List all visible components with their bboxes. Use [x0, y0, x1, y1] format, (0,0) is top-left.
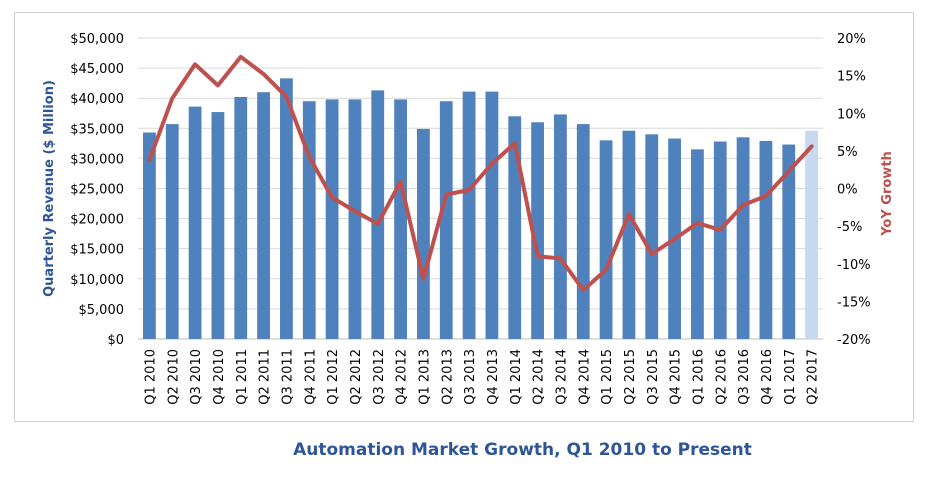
y2-tick-label: 15%: [837, 70, 866, 85]
y-tick-label: $45,000: [70, 62, 124, 77]
revenue-bar: [302, 101, 316, 340]
x-tick-label: Q2 2012: [349, 349, 364, 405]
y2-tick-label: -5%: [837, 220, 862, 235]
revenue-bar: [485, 91, 499, 339]
x-tick-label: Q1 2010: [143, 349, 158, 405]
revenue-bar: [531, 122, 544, 339]
x-tick-label: Q2 2011: [258, 349, 273, 405]
x-tick-label: Q1 2011: [235, 349, 250, 405]
y-tick-label: $40,000: [70, 92, 124, 107]
revenue-bars: [143, 78, 818, 340]
y2-tick-label: 10%: [837, 107, 866, 122]
x-tick-label: Q3 2014: [554, 349, 569, 405]
x-tick-label: Q2 2017: [806, 349, 821, 405]
chart-caption: Automation Market Growth, Q1 2010 to Pre…: [293, 440, 752, 460]
x-tick-label: Q1 2016: [691, 349, 706, 405]
revenue-bar: [257, 92, 270, 340]
revenue-bar: [417, 128, 430, 339]
y2-tick-label: -20%: [837, 333, 871, 348]
y-tick-label: $5,000: [79, 303, 125, 318]
y2-tick-label: -10%: [837, 258, 871, 273]
combo-chart: $0 $5,000 $10,000 $15,000 $20,000 $25,000 $30,…: [42, 32, 895, 405]
gridlines: [138, 37, 823, 340]
y-tick-label: $10,000: [70, 273, 124, 288]
x-tick-label: Q3 2015: [646, 349, 661, 405]
revenue-bar: [736, 137, 750, 339]
x-tick-label: Q1 2014: [509, 349, 524, 405]
left-axis: $0 $5,000 $10,000 $15,000 $20,000 $25,000 $30,…: [70, 32, 124, 348]
y2-axis-title: YoY Growth: [880, 151, 895, 237]
y-tick-label: $25,000: [70, 183, 124, 198]
y-tick-label: $15,000: [70, 243, 124, 258]
y2-tick-label: 20%: [837, 32, 866, 47]
revenue-bar: [576, 124, 590, 339]
x-tick-label: Q2 2013: [440, 349, 455, 405]
x-tick-label: Q3 2013: [463, 349, 478, 405]
x-axis: Q1 2010 Q2 2010 Q3 2010 Q4 2010 Q1 2011 Q2 20…: [143, 349, 820, 405]
revenue-bar: [211, 112, 225, 340]
chart-frame: $0 $5,000 $10,000 $15,000 $20,000 $25,000 $30,…: [14, 12, 914, 422]
revenue-bar: [554, 114, 567, 339]
x-tick-label: Q4 2011: [303, 349, 318, 405]
y-tick-label: $50,000: [70, 32, 124, 47]
revenue-bar: [325, 99, 339, 340]
x-tick-label: Q3 2016: [737, 349, 752, 405]
revenue-bar: [759, 140, 773, 339]
x-tick-label: Q4 2012: [395, 349, 410, 405]
x-tick-label: Q2 2016: [714, 349, 729, 405]
y-tick-label: $0: [107, 333, 124, 348]
y-tick-label: $30,000: [70, 152, 124, 167]
revenue-bar: [508, 116, 522, 339]
revenue-bar: [371, 90, 385, 340]
revenue-bar: [188, 106, 202, 340]
x-tick-label: Q4 2016: [760, 349, 775, 405]
x-tick-label: Q1 2017: [783, 349, 798, 405]
y2-tick-label: 5%: [837, 145, 858, 160]
x-tick-label: Q4 2010: [212, 349, 227, 405]
revenue-bar: [165, 124, 179, 339]
x-tick-label: Q3 2012: [372, 349, 387, 405]
y-axis-title: Quarterly Revenue ($ Million): [42, 80, 57, 297]
revenue-bar: [645, 134, 659, 339]
x-tick-label: Q1 2012: [326, 349, 341, 405]
revenue-bar: [691, 149, 704, 339]
revenue-bar: [713, 141, 727, 339]
y-tick-label: $35,000: [70, 122, 124, 137]
y2-tick-label: 0%: [837, 183, 858, 198]
revenue-bar: [462, 91, 476, 339]
revenue-bar: [234, 96, 248, 339]
revenue-bar: [622, 130, 636, 339]
revenue-bar: [805, 130, 818, 339]
x-tick-label: Q4 2014: [577, 349, 592, 405]
revenue-bar: [394, 99, 407, 340]
y-tick-label: $20,000: [70, 213, 124, 228]
revenue-bar: [599, 140, 613, 339]
growth-series-line: [147, 54, 814, 293]
y2-tick-label: -15%: [837, 295, 871, 310]
revenue-bar: [439, 101, 453, 340]
revenue-bar: [348, 99, 362, 340]
revenue-bar: [280, 78, 293, 340]
x-tick-label: Q1 2013: [417, 349, 432, 405]
x-tick-label: Q4 2015: [669, 349, 684, 405]
x-tick-label: Q3 2010: [189, 349, 204, 405]
x-tick-label: Q2 2010: [166, 349, 181, 405]
right-axis: -20% -15% -10% -5% 0% 5% 10% 15% 20%: [837, 32, 871, 348]
x-tick-label: Q3 2011: [280, 349, 295, 405]
x-tick-label: Q1 2015: [600, 349, 615, 405]
x-tick-label: Q4 2013: [486, 349, 501, 405]
growth-line: [147, 54, 814, 293]
revenue-bar: [143, 132, 156, 339]
x-tick-label: Q2 2014: [532, 349, 547, 405]
x-tick-label: Q2 2015: [623, 349, 638, 405]
revenue-bar: [782, 144, 796, 339]
